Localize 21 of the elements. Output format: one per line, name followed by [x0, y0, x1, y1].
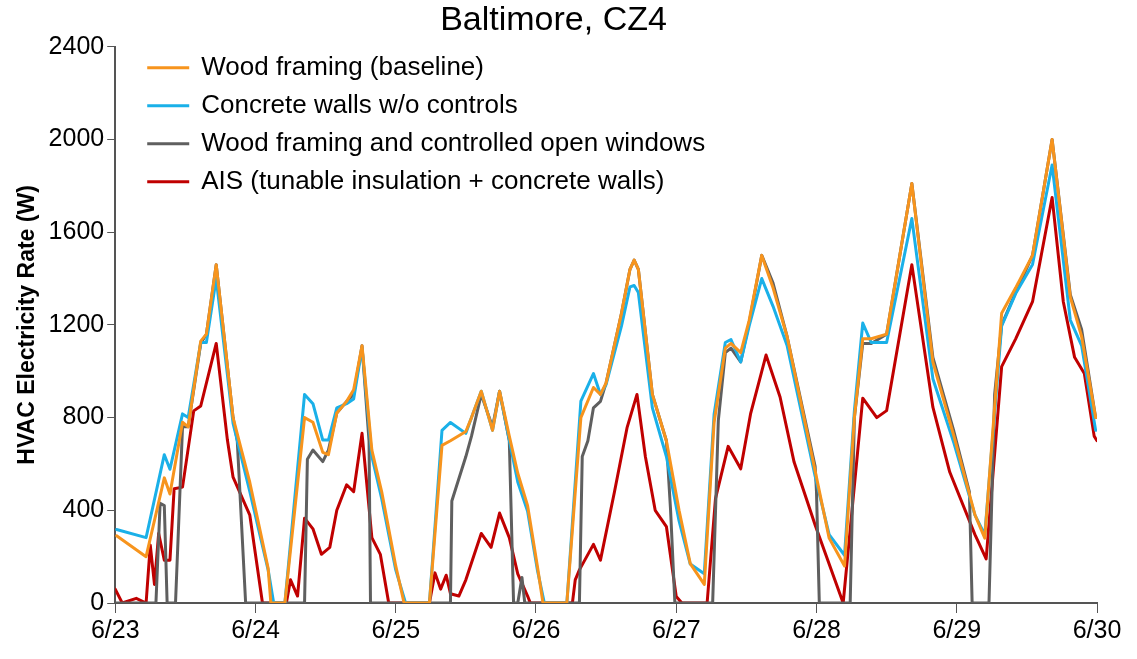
x-tick-label: 6/24 [231, 614, 280, 643]
y-tick-label: 2000 [48, 123, 105, 152]
x-tick-label: 6/30 [1072, 614, 1122, 643]
x-tick-label: 6/28 [792, 614, 841, 643]
y-tick-label: 400 [62, 494, 105, 523]
y-tick-label: 1600 [48, 216, 105, 245]
x-tick-label: 6/23 [90, 614, 140, 643]
legend-label: Concrete walls w/o controls [201, 88, 518, 119]
y-axis-title: HVAC Electricity Rate (W) [13, 185, 40, 465]
legend-label: Wood framing (baseline) [201, 50, 484, 81]
x-tick-label: 6/27 [651, 614, 701, 643]
x-tick-label: 6/29 [932, 614, 982, 643]
x-tick-label: 6/26 [511, 614, 561, 643]
y-tick-label: 1200 [48, 308, 105, 337]
chart-title: Baltimore, CZ4 [440, 0, 667, 37]
legend-label: AIS (tunable insulation + concrete walls) [201, 164, 665, 195]
y-tick-label: 0 [90, 586, 105, 615]
x-tick-label: 6/25 [371, 614, 421, 643]
y-tick-label: 800 [62, 401, 105, 430]
legend-label: Wood framing and controlled open windows [201, 126, 706, 157]
y-tick-label: 2400 [48, 30, 105, 59]
